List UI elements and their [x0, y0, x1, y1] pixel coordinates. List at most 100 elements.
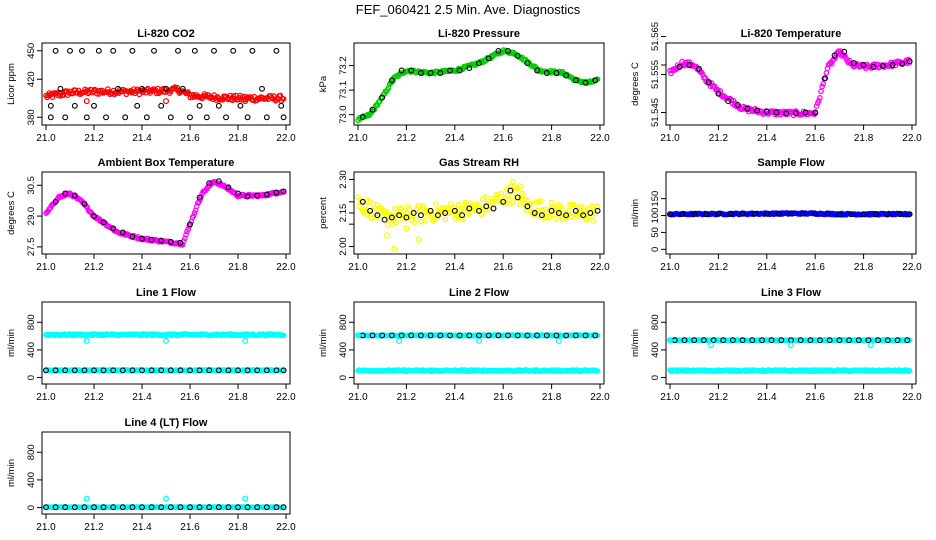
data-point	[452, 215, 459, 222]
data-point	[174, 84, 181, 91]
average-point	[211, 47, 217, 54]
average-point	[278, 102, 285, 109]
data-point	[492, 192, 499, 198]
panel-title: Sample Flow	[757, 157, 825, 169]
y-tick-label: 29.0	[26, 207, 37, 226]
average-point	[379, 94, 386, 101]
average-point	[359, 198, 366, 205]
average-point	[514, 332, 521, 339]
x-tick-label: 22.0	[902, 262, 922, 273]
average-point	[884, 211, 891, 218]
average-point	[466, 65, 473, 72]
average-point	[447, 332, 453, 339]
average-point	[691, 337, 698, 344]
average-point	[235, 190, 241, 197]
x-tick-label: 21.6	[180, 262, 200, 273]
data-point	[190, 213, 197, 219]
data-point	[359, 207, 366, 213]
series-dense	[355, 367, 601, 375]
average-point	[408, 67, 415, 74]
average-point	[534, 332, 541, 339]
average-point	[836, 337, 843, 344]
x-tick-label: 21.0	[348, 133, 368, 144]
panel-title: Li-820 CO2	[137, 28, 194, 40]
average-point	[572, 77, 579, 84]
data-point	[906, 367, 913, 374]
average-point	[500, 198, 507, 205]
average-point	[783, 110, 790, 117]
average-point	[725, 98, 732, 105]
x-tick-label: 21.6	[805, 392, 825, 403]
data-point	[404, 210, 411, 217]
average-point	[870, 63, 877, 70]
average-point	[466, 205, 473, 212]
average-point	[476, 60, 482, 67]
average-point	[875, 337, 882, 344]
x-tick-label: 21.0	[660, 262, 680, 273]
series-dense	[43, 331, 287, 339]
average-point	[884, 337, 891, 344]
outlier-point	[391, 245, 398, 252]
average-point	[705, 79, 712, 86]
average-point	[456, 332, 463, 339]
outlier-point	[415, 236, 422, 243]
x-tick-label: 21.6	[805, 262, 825, 273]
y-axis-label: Licor ppm	[6, 63, 17, 105]
data-point	[64, 190, 71, 197]
average-point	[187, 221, 193, 228]
x-tick-label: 21.0	[348, 262, 368, 273]
y-tick-label: 400	[650, 342, 661, 358]
data-point	[571, 203, 578, 209]
average-point	[703, 211, 710, 218]
average-point	[139, 85, 145, 92]
data-point	[583, 217, 590, 223]
data-point	[185, 226, 191, 233]
x-tick-label: 21.8	[854, 262, 874, 273]
average-point	[691, 211, 698, 218]
x-tick-label: 21.2	[397, 133, 417, 144]
y-tick-label: 51.565	[650, 22, 661, 51]
y-axis-label: degrees C	[6, 191, 17, 235]
average-point	[259, 85, 265, 92]
average-point	[543, 70, 550, 76]
average-point	[110, 504, 117, 511]
x-tick-label: 21.4	[132, 522, 152, 533]
panel-title: Gas Stream RH	[439, 157, 519, 169]
average-point	[514, 194, 521, 201]
average-point	[807, 337, 814, 344]
panel-title: Line 1 Flow	[136, 287, 196, 299]
average-point	[191, 47, 198, 54]
average-point	[437, 70, 444, 76]
outlier-point	[163, 98, 170, 105]
average-point	[100, 504, 107, 511]
average-point	[553, 332, 560, 339]
data-point	[478, 212, 485, 218]
data-point	[356, 203, 362, 210]
x-tick-label: 21.0	[660, 133, 680, 144]
x-tick-label: 21.4	[132, 262, 152, 273]
average-point	[388, 77, 395, 84]
average-point	[254, 192, 261, 199]
average-point	[129, 504, 136, 511]
average-point	[273, 504, 280, 511]
average-point	[398, 332, 405, 339]
plot-frame	[353, 301, 605, 385]
y-axis-label: kPa	[318, 75, 329, 92]
average-point	[720, 337, 727, 344]
data-point	[455, 201, 462, 208]
average-point	[710, 337, 717, 344]
x-tick-label: 21.4	[757, 262, 777, 273]
average-point	[91, 504, 97, 511]
average-point	[817, 337, 823, 344]
average-point	[398, 67, 405, 74]
x-tick-label: 21.0	[36, 522, 56, 533]
data-point	[521, 196, 528, 202]
panel-temperature: Li-820 Temperature 21.0 21.2 21.4 21.6 21.8 22…	[630, 22, 922, 144]
average-point	[812, 109, 819, 116]
y-axis-label: ml/min	[318, 329, 329, 357]
x-tick-label: 21.6	[493, 392, 513, 403]
data-point	[432, 201, 439, 207]
outlier-point	[666, 337, 673, 344]
x-tick-label: 21.8	[228, 522, 248, 533]
average-point	[889, 62, 896, 68]
